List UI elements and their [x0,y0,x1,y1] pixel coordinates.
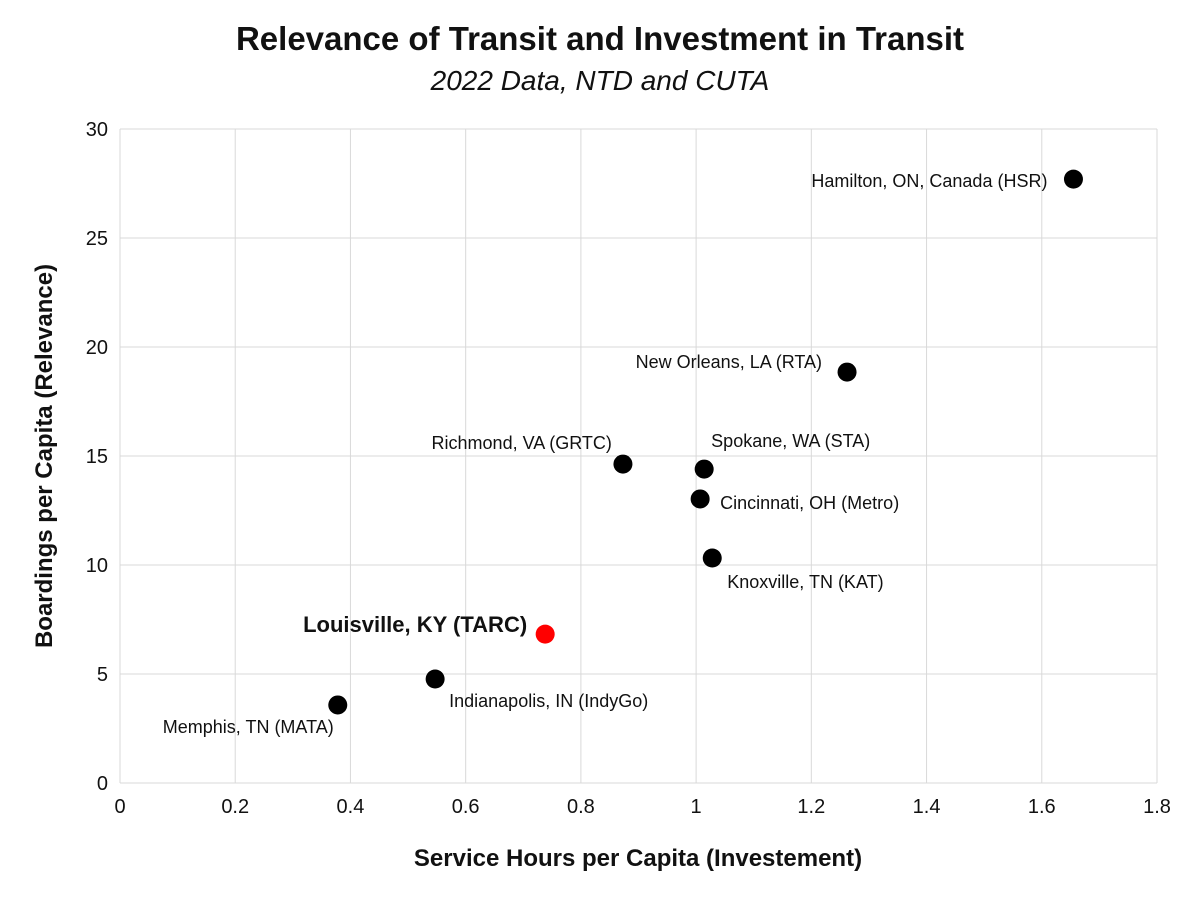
x-tick-label: 1.8 [1143,796,1171,818]
chart-title: Relevance of Transit and Investment in T… [236,20,964,57]
data-label: Cincinnati, OH (Metro) [720,493,899,513]
y-axis-label: Boardings per Capita (Relevance) [31,264,58,648]
data-point [425,669,445,689]
data-label: Richmond, VA (GRTC) [432,433,612,453]
y-tick-label: 25 [86,228,108,250]
x-tick-label: 1.2 [797,796,825,818]
data-point [535,624,555,644]
chart-subtitle: 2022 Data, NTD and CUTA [430,65,770,96]
data-point [1063,169,1083,189]
data-point [690,489,710,509]
x-tick-label: 0.4 [337,796,365,818]
data-label: Memphis, TN (MATA) [163,717,334,737]
data-point [702,548,722,568]
x-tick-label: 0.2 [221,796,249,818]
y-tick-label: 30 [86,119,108,141]
x-axis-label: Service Hours per Capita (Investement) [414,845,862,872]
y-tick-label: 20 [86,337,108,359]
data-label: Louisville, KY (TARC) [303,612,527,637]
y-tick-label: 0 [97,773,108,795]
data-label: Hamilton, ON, Canada (HSR) [811,171,1047,191]
x-tick-label: 1 [691,796,702,818]
data-points: Hamilton, ON, Canada (HSR) New Orleans, L… [163,169,1083,737]
x-tick-label: 0.8 [567,796,595,818]
x-tick-label: 1.6 [1028,796,1056,818]
data-point [328,695,348,715]
data-point [694,459,714,479]
data-label: Spokane, WA (STA) [711,431,870,451]
data-point [837,362,857,382]
data-label: New Orleans, LA (RTA) [636,352,822,372]
data-label: Indianapolis, IN (IndyGo) [449,691,648,711]
x-tick-label: 1.4 [913,796,941,818]
gridlines [119,128,1158,784]
y-tick-label: 10 [86,555,108,577]
tick-labels: 0 0.2 0.4 0.6 0.8 1 1.2 1.4 1.6 1.8 0 5 10 15 20 25 30 [86,119,1171,818]
y-tick-label: 5 [97,664,108,686]
x-tick-label: 0 [114,796,125,818]
x-tick-label: 0.6 [452,796,480,818]
data-label: Knoxville, TN (KAT) [727,572,883,592]
y-tick-label: 15 [86,446,108,468]
data-point [613,454,633,474]
